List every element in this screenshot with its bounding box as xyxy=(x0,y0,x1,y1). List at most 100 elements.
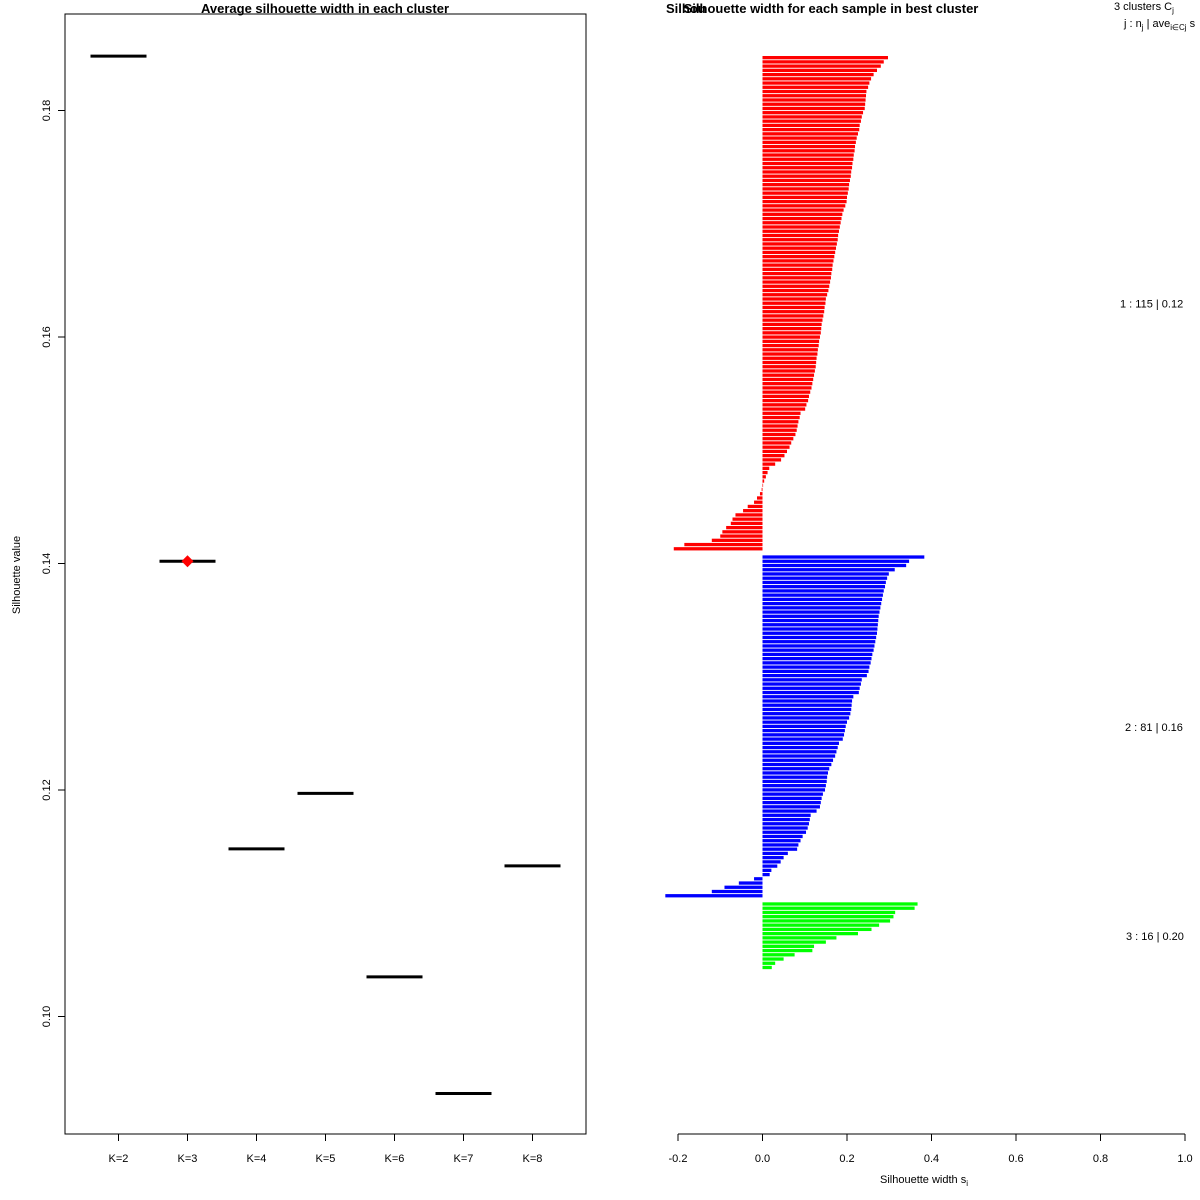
silhouette-bar xyxy=(762,813,811,817)
silhouette-bar xyxy=(762,614,879,618)
silhouette-bar xyxy=(762,149,855,153)
left-x-tick-label: K=5 xyxy=(316,1153,336,1165)
silhouette-bar xyxy=(762,216,842,221)
silhouette-bar xyxy=(762,276,831,280)
silhouette-bar xyxy=(762,161,853,166)
silhouette-bar xyxy=(762,432,796,437)
silhouette-bar xyxy=(762,720,847,724)
silhouette-bar xyxy=(762,284,830,288)
silhouette-bar xyxy=(762,839,801,843)
silhouette-bar xyxy=(762,750,837,754)
silhouette-bar xyxy=(762,716,850,720)
silhouette-bar xyxy=(762,644,875,648)
silhouette-bar xyxy=(762,72,874,77)
silhouette-bar xyxy=(684,542,763,547)
silhouette-bar xyxy=(762,339,820,343)
silhouette-bar xyxy=(762,910,896,915)
silhouette-bar xyxy=(762,81,870,85)
silhouette-bar xyxy=(762,208,844,212)
silhouette-bar xyxy=(762,382,813,386)
silhouette-bar xyxy=(762,961,776,965)
right-x-tick-label: 0.4 xyxy=(924,1153,939,1165)
silhouette-bar xyxy=(762,85,869,89)
silhouette-bar xyxy=(762,775,828,779)
silhouette-bar xyxy=(762,348,818,352)
silhouette-bar xyxy=(762,153,854,157)
silhouette-bar xyxy=(762,834,803,839)
silhouette-bar xyxy=(762,415,800,420)
silhouette-bar xyxy=(762,394,809,399)
silhouette-bar xyxy=(762,123,860,128)
silhouette-bar xyxy=(762,94,867,98)
silhouette-bar xyxy=(762,656,872,661)
silhouette-bar xyxy=(762,140,856,144)
silhouette-bar xyxy=(762,572,889,576)
silhouette-bar xyxy=(762,919,891,923)
silhouette-bar xyxy=(762,178,850,183)
silhouette-bar xyxy=(762,728,845,733)
silhouette-bar xyxy=(762,458,782,462)
silhouette-bar xyxy=(762,170,852,174)
silhouette-bar xyxy=(762,326,822,331)
silhouette-bar xyxy=(762,271,832,276)
silhouette-bar xyxy=(762,212,843,216)
silhouette-bar xyxy=(762,695,854,699)
silhouette-bar xyxy=(762,936,837,940)
legend-header-line2-sub2: i∈Cj xyxy=(1170,23,1187,32)
silhouette-bar xyxy=(762,559,910,563)
right-x-tick-label: -0.2 xyxy=(669,1153,688,1165)
silhouette-bar xyxy=(754,877,763,881)
left-x-tick-label: K=3 xyxy=(178,1153,198,1165)
legend-header-line2-a: j : n xyxy=(1123,18,1142,30)
silhouette-bar xyxy=(754,500,763,504)
silhouette-bar xyxy=(762,288,829,293)
silhouette-bar xyxy=(762,822,809,826)
silhouette-bar xyxy=(762,254,835,259)
silhouette-bar xyxy=(762,424,798,428)
silhouette-bar xyxy=(762,183,850,187)
silhouette-bar xyxy=(762,902,918,906)
silhouette-bar xyxy=(720,534,763,538)
silhouette-bar xyxy=(757,496,763,500)
silhouette-bar xyxy=(762,314,824,318)
silhouette-bar xyxy=(762,758,834,762)
silhouette-bar xyxy=(762,335,820,339)
silhouette-bar xyxy=(762,263,833,267)
silhouette-bar xyxy=(762,589,884,593)
silhouette-bar xyxy=(762,453,785,458)
left-y-tick-label: 0.18 xyxy=(41,100,53,121)
silhouette-bar xyxy=(762,690,859,695)
left-y-tick-label: 0.10 xyxy=(41,1006,53,1027)
silhouette-bar xyxy=(747,504,763,509)
silhouette-bar xyxy=(762,635,877,640)
silhouette-bar xyxy=(762,805,820,809)
silhouette-bar xyxy=(762,301,826,305)
silhouette-bar xyxy=(762,89,867,94)
legend-header: 3 clusters Cj j : nj | avei∈Cj s xyxy=(1114,1,1196,32)
silhouette-bar xyxy=(762,568,895,572)
silhouette-bar xyxy=(762,280,831,284)
left-marks xyxy=(90,54,561,1096)
silhouette-bar xyxy=(762,855,784,860)
silhouette-bar xyxy=(762,449,788,454)
silhouette-bar xyxy=(762,127,860,132)
legend-header-line1-sub: j xyxy=(1171,6,1174,15)
right-x-axis-label-main: Silhouette width s xyxy=(880,1174,967,1186)
silhouette-bar xyxy=(762,585,886,589)
right-x-tick-label: 0.6 xyxy=(1008,1153,1023,1165)
silhouette-bar xyxy=(762,948,813,953)
silhouette-bar xyxy=(762,267,833,271)
silhouette-bar xyxy=(762,872,770,877)
silhouette-bar xyxy=(738,881,763,885)
silhouette-bar xyxy=(762,470,768,475)
silhouette-bar xyxy=(762,441,792,445)
silhouette-bar xyxy=(762,745,838,750)
silhouette-bar xyxy=(762,580,886,585)
silhouette-bar xyxy=(762,136,857,140)
left-y-tick-label: 0.12 xyxy=(41,779,53,800)
silhouette-bar xyxy=(762,851,788,856)
silhouette-bar xyxy=(762,788,826,792)
left-x-tick-label: K=2 xyxy=(109,1153,129,1165)
legend-header-line1: 3 clusters Cj xyxy=(1114,1,1174,15)
